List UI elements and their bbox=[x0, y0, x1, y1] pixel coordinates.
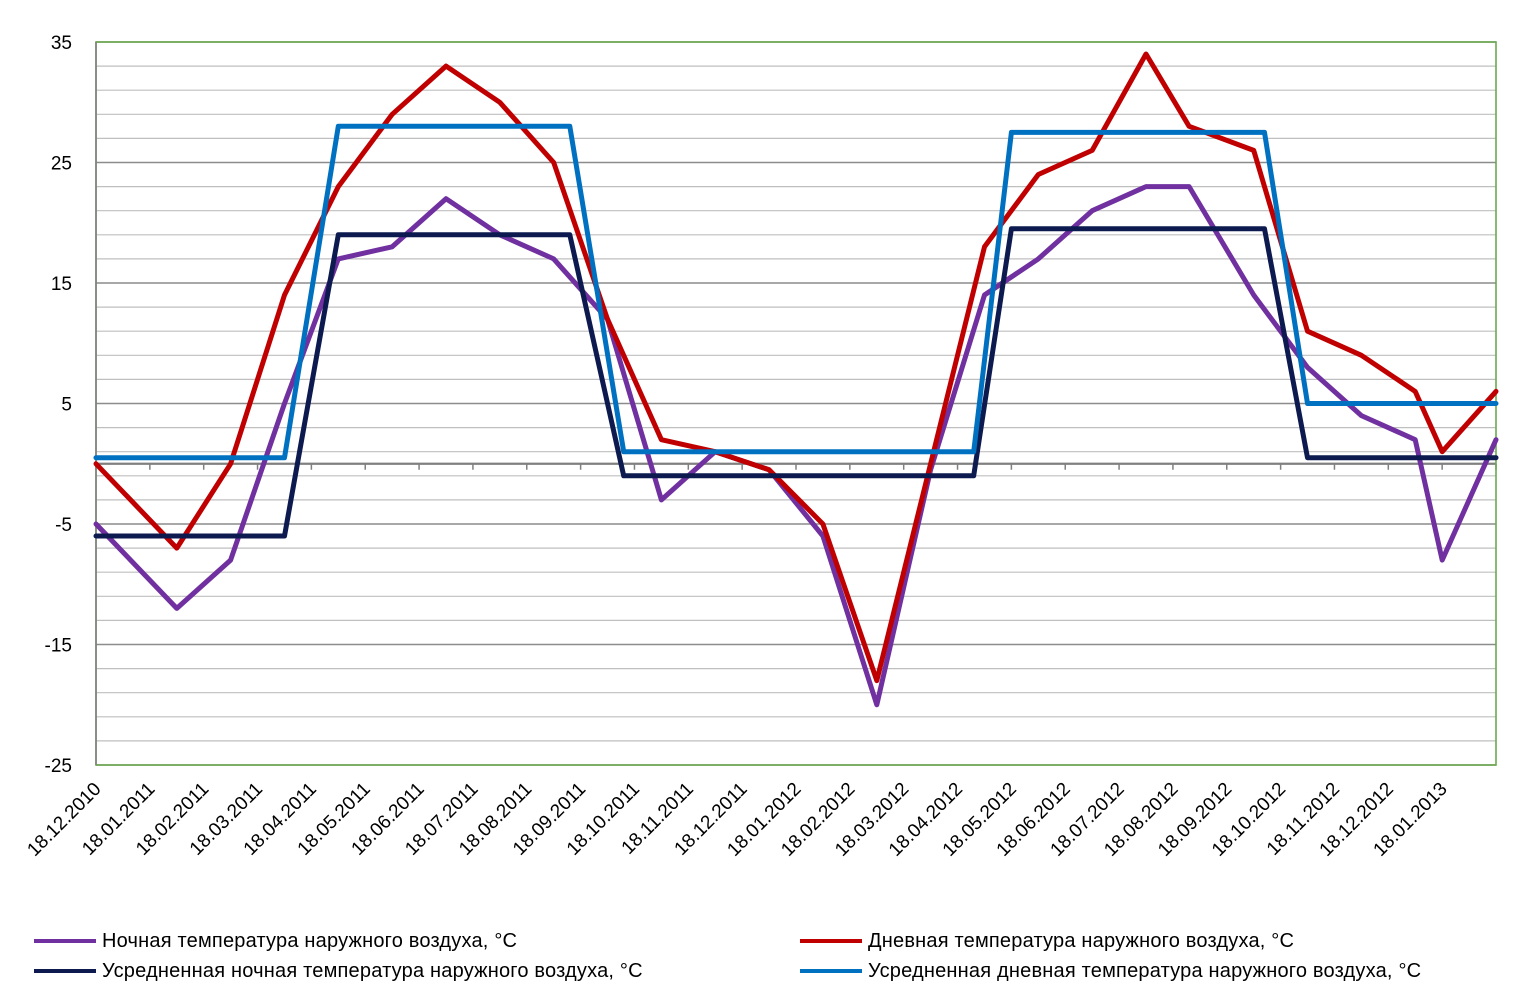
y-tick-label: 35 bbox=[51, 33, 72, 54]
legend-item-day: Дневная температура наружного воздуха, °… bbox=[800, 926, 1294, 956]
legend-swatch-avg-night bbox=[34, 969, 96, 973]
legend-label-avg-day: Усредненная дневная температура наружног… bbox=[868, 959, 1422, 982]
series-line-3 bbox=[93, 123, 1499, 461]
legend-label-night: Ночная температура наружного воздуха, °С bbox=[102, 929, 518, 952]
series-line-1 bbox=[93, 51, 1499, 684]
y-tick-label: 15 bbox=[51, 274, 72, 295]
legend-swatch-night bbox=[34, 939, 96, 943]
legend-swatch-day bbox=[800, 939, 862, 943]
legend-label-avg-night: Усредненная ночная температура наружного… bbox=[102, 959, 643, 982]
legend-label-day: Дневная температура наружного воздуха, °… bbox=[868, 929, 1295, 952]
y-tick-label: 5 bbox=[61, 395, 72, 416]
y-tick-label: 25 bbox=[51, 154, 72, 175]
line-chart: 3525155-5-15-2518.12.201018.01.201118.02… bbox=[23, 33, 1499, 861]
series-line-2 bbox=[93, 226, 1499, 539]
y-tick-label: -5 bbox=[55, 515, 72, 536]
legend: Ночная температура наружного воздуха, °С… bbox=[0, 922, 1535, 1002]
y-tick-label: -15 bbox=[45, 636, 72, 657]
legend-item-night: Ночная температура наружного воздуха, °С bbox=[34, 926, 517, 956]
legend-swatch-avg-day bbox=[800, 969, 862, 973]
y-tick-label: -25 bbox=[45, 756, 72, 777]
series-line-0 bbox=[93, 184, 1499, 708]
legend-item-avg-day: Усредненная дневная температура наружног… bbox=[800, 956, 1421, 986]
legend-item-avg-night: Усредненная ночная температура наружного… bbox=[34, 956, 643, 986]
